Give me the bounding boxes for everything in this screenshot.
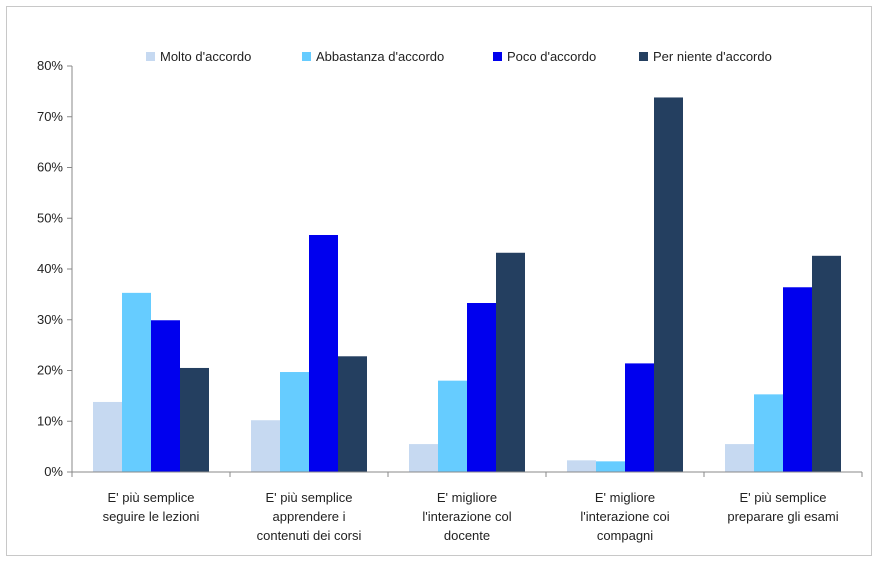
bar xyxy=(654,97,683,472)
legend: Molto d'accordo Abbastanza d'accordo Poco … xyxy=(146,49,772,64)
x-category-label: E' più semplice seguire le lezioni xyxy=(103,490,200,524)
bar xyxy=(93,401,122,472)
y-tick-label: 60% xyxy=(37,160,63,175)
bar xyxy=(251,420,280,472)
y-tick-label: 50% xyxy=(37,210,63,225)
bar xyxy=(496,252,525,472)
x-category-label: E' più semplice preparare gli esami xyxy=(727,490,838,524)
y-tick-label: 0% xyxy=(44,464,63,479)
bar xyxy=(338,356,367,472)
y-axis: 0% 10% 20% 30% 40% 50% 60% 70% 80% xyxy=(37,58,73,479)
legend-swatch xyxy=(639,52,648,61)
x-category-label: E' più semplice apprendere i contenuti dei… xyxy=(257,490,362,543)
x-axis: E' più semplice seguire le lezioni E' più … xyxy=(71,471,863,543)
legend-swatch xyxy=(493,52,502,61)
legend-swatch xyxy=(146,52,155,61)
bar xyxy=(409,444,438,472)
y-tick-label: 80% xyxy=(37,58,63,73)
x-category-label: E' migliore l'interazione col docente xyxy=(422,490,511,543)
y-tick-label: 70% xyxy=(37,109,63,124)
bar xyxy=(180,367,209,472)
bar xyxy=(567,460,596,472)
bar xyxy=(309,234,338,472)
bar xyxy=(783,287,812,472)
y-tick-label: 10% xyxy=(37,413,63,428)
legend-label: Per niente d'accordo xyxy=(653,49,772,64)
bar xyxy=(467,303,496,472)
bar xyxy=(812,255,841,472)
legend-swatch xyxy=(302,52,311,61)
legend-label: Abbastanza d'accordo xyxy=(316,49,444,64)
bar xyxy=(122,292,151,472)
bar xyxy=(151,320,180,472)
y-tick-label: 20% xyxy=(37,363,63,378)
bars xyxy=(93,97,841,472)
bar xyxy=(625,363,654,472)
bar xyxy=(438,380,467,472)
bar xyxy=(754,394,783,472)
y-tick-label: 30% xyxy=(37,312,63,327)
legend-label: Molto d'accordo xyxy=(160,49,251,64)
y-tick-label: 40% xyxy=(37,261,63,276)
bar xyxy=(596,461,625,472)
bar xyxy=(725,444,754,472)
legend-label: Poco d'accordo xyxy=(507,49,596,64)
x-category-label: E' migliore l'interazione coi compagni xyxy=(580,490,669,543)
bar xyxy=(280,372,309,472)
